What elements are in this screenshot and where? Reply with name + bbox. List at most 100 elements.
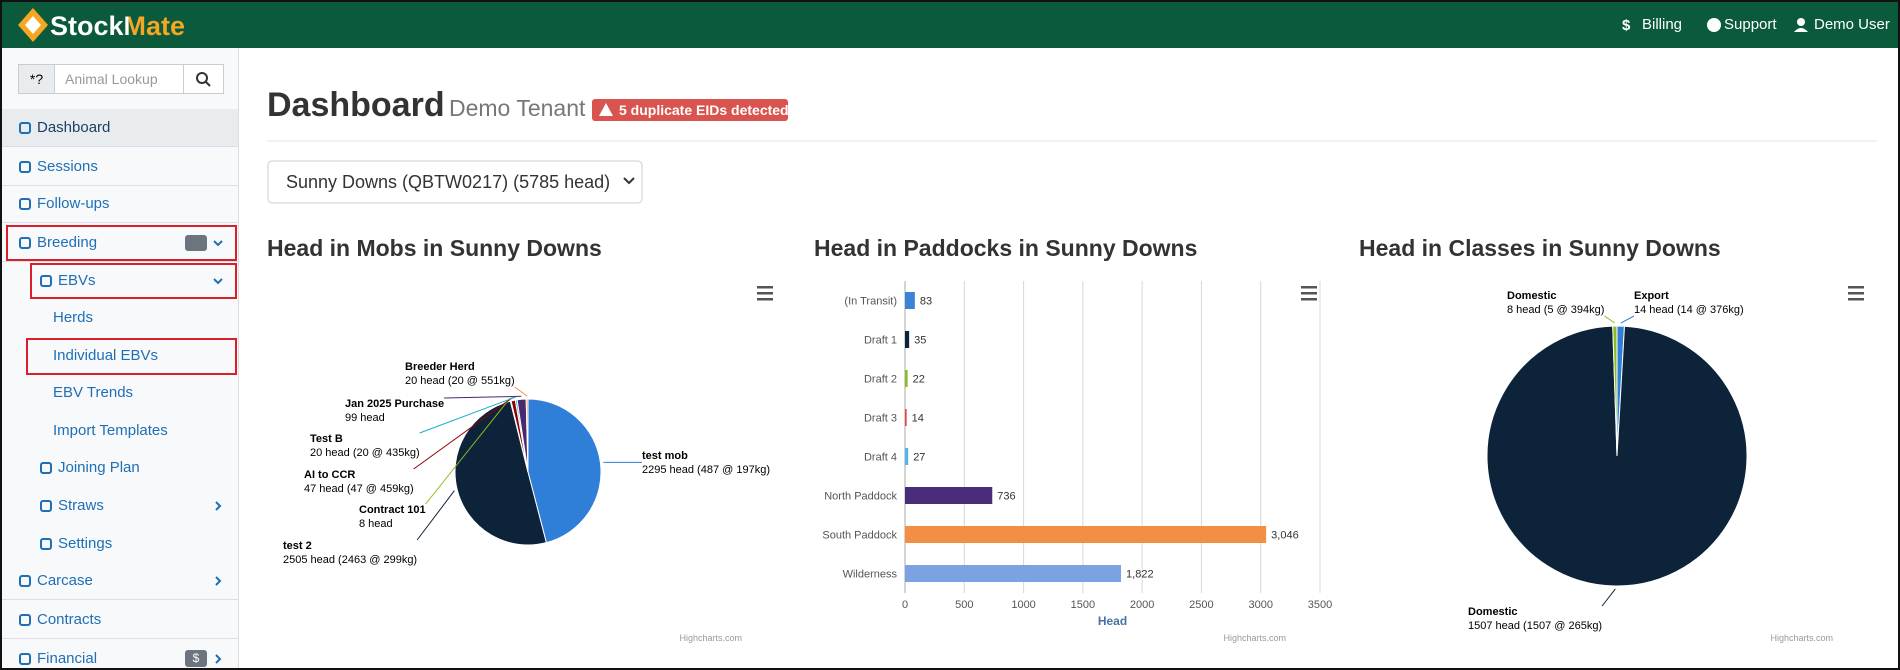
pie-slice (525, 398, 529, 473)
pie-slice (1612, 325, 1618, 457)
nav-icon (19, 614, 31, 626)
bar-value-label: 35 (914, 335, 926, 347)
nav-label: Dashboard (37, 119, 111, 136)
chart-menu[interactable] (757, 292, 773, 295)
nav-label: Individual EBVs (53, 347, 159, 364)
nav-label: Joining Plan (58, 459, 140, 476)
nav-item[interactable]: Straws (2, 487, 238, 525)
y-tick-label: North Paddock (824, 491, 897, 503)
highlight-box (30, 263, 237, 299)
pie-connector (419, 396, 516, 434)
nav-item[interactable]: Contracts (2, 601, 238, 639)
nav-item[interactable]: EBVs (2, 262, 238, 300)
x-tick-label: 2000 (1130, 599, 1154, 611)
nav-item[interactable]: Dashboard (2, 109, 238, 147)
pie-value-label: 8 head (359, 518, 393, 530)
brand[interactable]: StockMate (50, 11, 186, 41)
highlight-box (6, 225, 237, 261)
support-link[interactable]: Support (1724, 16, 1777, 33)
user-menu[interactable]: Demo User (1814, 16, 1890, 33)
chart-menu[interactable] (1848, 298, 1864, 301)
page-title: Dashboard (267, 86, 445, 124)
nav-label: Herds (53, 309, 94, 326)
nav-badge (185, 235, 207, 251)
pie-label: Breeder Herd (405, 361, 475, 373)
pie-connector (444, 395, 522, 399)
pie-value-label: 1507 head (1507 @ 265kg) (1468, 620, 1602, 632)
pie-connector (413, 397, 513, 470)
pie-label: Domestic (1468, 606, 1518, 618)
chart-title: Head in Classes in Sunny Downs (1359, 235, 1721, 261)
nav-label: EBV Trends (53, 384, 134, 401)
nav-icon (40, 538, 52, 550)
highlight-box (26, 338, 237, 375)
nav-item[interactable]: EBV Trends (2, 374, 238, 412)
nav-item[interactable]: Carcase (2, 562, 238, 600)
chart-menu[interactable] (1848, 292, 1864, 295)
pie-slice (1486, 325, 1748, 587)
nav-item[interactable]: Herds (2, 299, 238, 337)
x-axis-title: Head (1098, 614, 1127, 628)
nav-item[interactable]: Breeding (2, 224, 238, 262)
x-tick-label: 2500 (1189, 599, 1213, 611)
pie-value-label: 2505 head (2463 @ 299kg) (283, 554, 417, 566)
nav-label: EBVs (58, 272, 96, 289)
chart-menu[interactable] (757, 298, 773, 301)
search-input[interactable]: Animal Lookup (54, 64, 184, 94)
bar-value-label: 1,822 (1126, 569, 1154, 581)
pie-connector (514, 386, 528, 397)
billing-link[interactable]: Billing (1642, 16, 1683, 33)
chart-menu[interactable] (1301, 292, 1317, 295)
chart-menu[interactable] (1848, 286, 1864, 289)
y-tick-label: Draft 3 (864, 413, 897, 425)
nav-item[interactable]: Follow-ups (2, 185, 238, 223)
x-tick-label: 0 (902, 599, 908, 611)
nav-icon (19, 575, 31, 587)
pie-label: AI to CCR (304, 469, 355, 481)
chart-credits: Highcharts.com (679, 633, 742, 643)
mob-select[interactable] (267, 160, 643, 204)
x-tick-label: 500 (955, 599, 973, 611)
y-tick-label: South Paddock (822, 530, 897, 542)
nav-item[interactable]: Import Templates (2, 412, 238, 450)
pie-label: Export (1634, 290, 1669, 302)
top-bar: StockMate Billing Support Demo User $ (2, 2, 1898, 48)
nav-item[interactable]: Sessions (2, 148, 238, 186)
x-tick-label: 3000 (1248, 599, 1272, 611)
nav-badge: $ (185, 650, 207, 667)
pie-connector (1620, 315, 1635, 324)
pie-value-label: 99 head (345, 412, 385, 424)
chevron (215, 654, 222, 664)
pie-value-label: 20 head (20 @ 435kg) (310, 447, 420, 459)
nav-item[interactable]: Financial $ (2, 640, 238, 668)
bar-value-label: 14 (912, 413, 924, 425)
bar (905, 565, 1122, 582)
nav-item[interactable]: Joining Plan (2, 449, 238, 487)
pie-value-label: 2295 head (487 @ 197kg) (642, 464, 770, 476)
chart-menu[interactable] (757, 286, 773, 289)
search-addon: *? (18, 64, 55, 94)
select-chevron (623, 177, 635, 185)
bar-value-label: 3,046 (1271, 530, 1299, 542)
nav-icon (19, 237, 31, 249)
alert-badge (592, 99, 788, 121)
nav-item[interactable]: Individual EBVs (2, 337, 238, 375)
nav-icon (40, 500, 52, 512)
nav-label: Carcase (37, 572, 93, 589)
chart-menu[interactable] (1301, 286, 1317, 289)
search-button[interactable] (183, 64, 224, 94)
nav-item[interactable]: Settings (2, 525, 238, 563)
mob-select-text: Sunny Downs (QBTW0217) (5785 head) (286, 172, 610, 192)
pie-label: test mob (642, 450, 688, 462)
chevron (215, 576, 222, 586)
bar (905, 370, 908, 387)
pie-connector (425, 397, 511, 505)
pie-connector (1604, 315, 1616, 324)
chart-menu[interactable] (1301, 298, 1317, 301)
x-tick-label: 1000 (1011, 599, 1035, 611)
chart-title: Head in Mobs in Sunny Downs (267, 235, 602, 261)
pie-label: Test B (310, 433, 343, 445)
pie-label: test 2 (283, 540, 312, 552)
bar (905, 331, 910, 348)
